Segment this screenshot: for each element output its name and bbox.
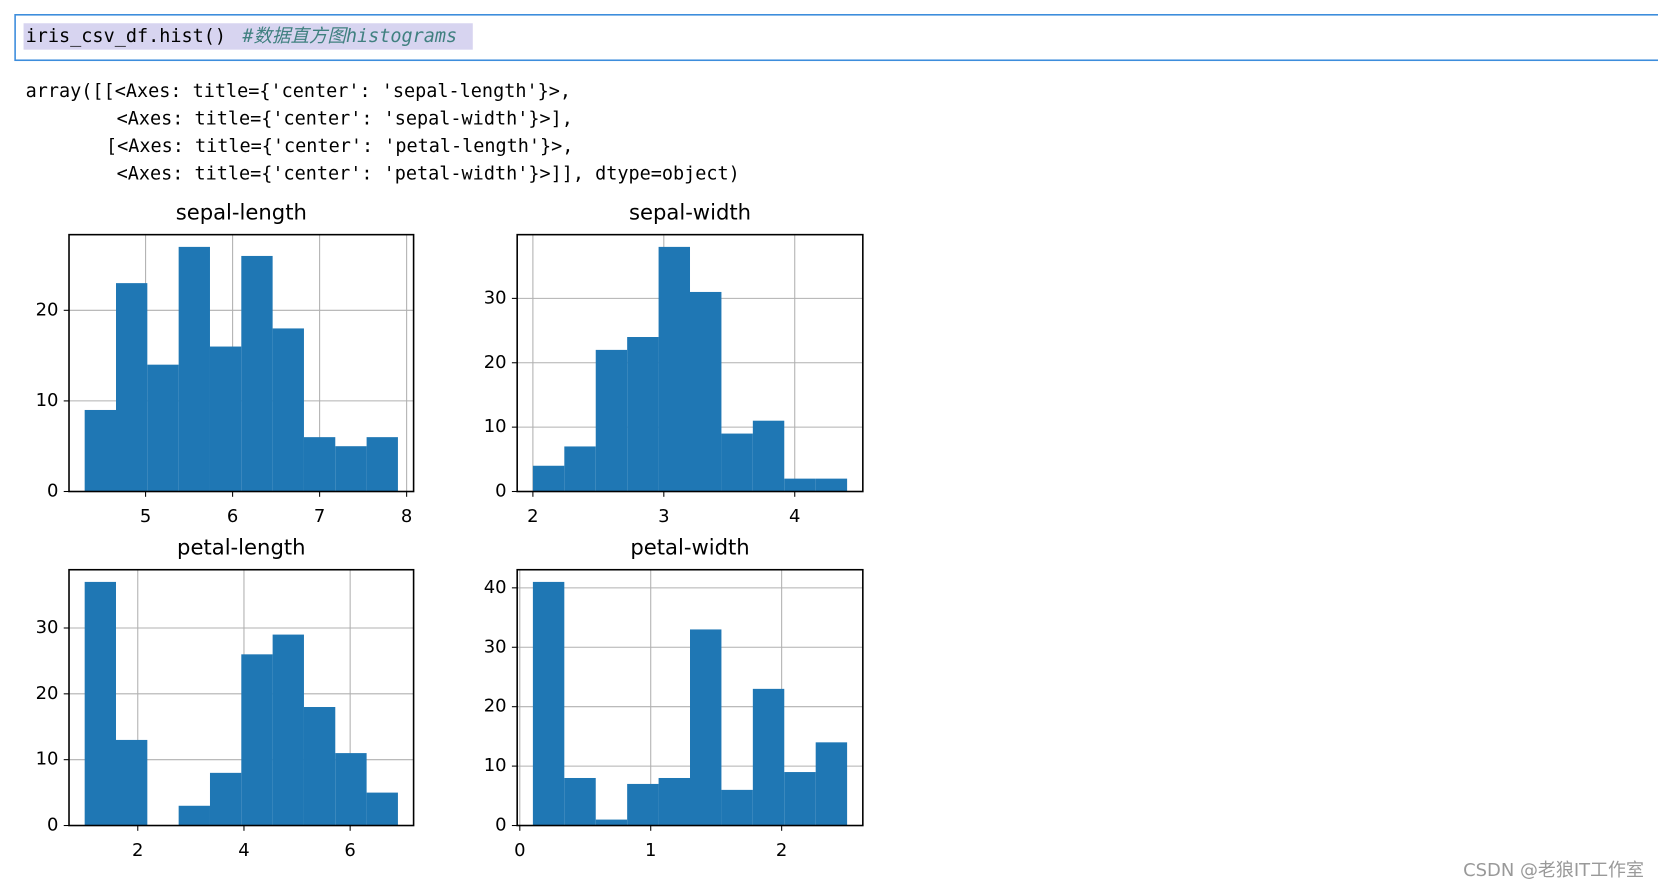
code-text: iris_csv_df.hist() <box>26 26 226 47</box>
y-tick-label: 30 <box>484 636 507 657</box>
y-tick-label: 10 <box>36 390 59 411</box>
bar <box>784 478 816 492</box>
bar <box>272 328 304 492</box>
x-tick-label: 3 <box>658 506 669 527</box>
bar <box>721 789 753 826</box>
x-tick-label: 0 <box>514 840 525 861</box>
bar <box>84 409 117 492</box>
x-tick-label: 7 <box>314 506 325 527</box>
bar <box>532 581 565 826</box>
y-tick-label: 10 <box>484 416 507 437</box>
bar <box>272 634 304 826</box>
y-tick-label: 0 <box>495 815 506 836</box>
bar <box>147 364 179 492</box>
y-tick-label: 20 <box>484 352 507 373</box>
x-tick-label: 8 <box>401 506 412 527</box>
bar <box>595 819 628 826</box>
bar <box>815 478 848 492</box>
axes-frame <box>516 233 864 493</box>
y-tick-label: 30 <box>484 287 507 308</box>
bar <box>752 420 785 492</box>
bar <box>241 255 273 492</box>
bar <box>178 805 210 826</box>
bar <box>303 437 336 492</box>
bar <box>627 337 659 492</box>
y-tick-label: 0 <box>47 481 58 502</box>
bar <box>658 246 691 492</box>
bar <box>752 688 785 826</box>
bar <box>564 777 596 826</box>
axes-frame <box>68 233 415 493</box>
output-line: <Axes: title={'center': 'petal-width'}>]… <box>117 163 740 184</box>
bar <box>564 446 596 492</box>
y-tick-label: 10 <box>484 755 507 776</box>
axes-frame <box>68 568 415 827</box>
bar <box>178 246 210 492</box>
output-line: <Axes: title={'center': 'sepal-width'}>]… <box>117 108 573 129</box>
selection <box>23 23 473 50</box>
output-line: array([[<Axes: title={'center': 'sepal-l… <box>26 81 571 102</box>
bar <box>84 581 117 826</box>
bar <box>116 283 148 492</box>
y-tick-label: 10 <box>36 749 59 770</box>
x-tick-label: 2 <box>132 840 143 861</box>
x-tick-label: 6 <box>344 840 355 861</box>
chart-title: sepal-length <box>176 200 307 225</box>
axes-frame <box>516 568 864 827</box>
bar <box>532 465 565 492</box>
bar <box>366 792 398 826</box>
x-tick-label: 6 <box>227 506 238 527</box>
chart-title: sepal-width <box>629 200 751 225</box>
chart-title: petal-width <box>630 535 749 560</box>
x-tick-label: 2 <box>776 840 787 861</box>
bar <box>721 433 753 492</box>
bar <box>784 772 816 826</box>
y-tick-label: 40 <box>484 577 507 598</box>
bar <box>690 629 722 826</box>
y-tick-label: 0 <box>495 481 506 502</box>
bar <box>303 707 336 826</box>
bar <box>335 753 367 826</box>
x-tick-label: 2 <box>527 506 538 527</box>
chart-title: petal-length <box>177 535 305 560</box>
bar <box>116 739 148 826</box>
y-tick-label: 0 <box>47 815 58 836</box>
bar <box>335 446 367 492</box>
output-line: [<Axes: title={'center': 'petal-length'}… <box>106 136 573 157</box>
bar <box>690 291 722 492</box>
x-tick-label: 4 <box>789 506 800 527</box>
bar <box>366 437 398 492</box>
bar <box>627 783 659 826</box>
bar <box>658 777 691 826</box>
y-tick-label: 20 <box>36 683 59 704</box>
y-tick-label: 20 <box>36 299 59 320</box>
x-tick-label: 5 <box>140 506 151 527</box>
bar <box>595 349 628 492</box>
code-comment: #数据直方图histograms <box>241 26 457 47</box>
watermark: CSDN @老狼IT工作室 <box>1463 860 1644 881</box>
bar <box>241 654 273 826</box>
bar <box>209 772 242 826</box>
bar <box>815 742 848 826</box>
y-tick-label: 30 <box>36 617 59 638</box>
bar <box>209 346 242 492</box>
y-tick-label: 20 <box>484 696 507 717</box>
x-tick-label: 1 <box>645 840 656 861</box>
x-tick-label: 4 <box>238 840 249 861</box>
